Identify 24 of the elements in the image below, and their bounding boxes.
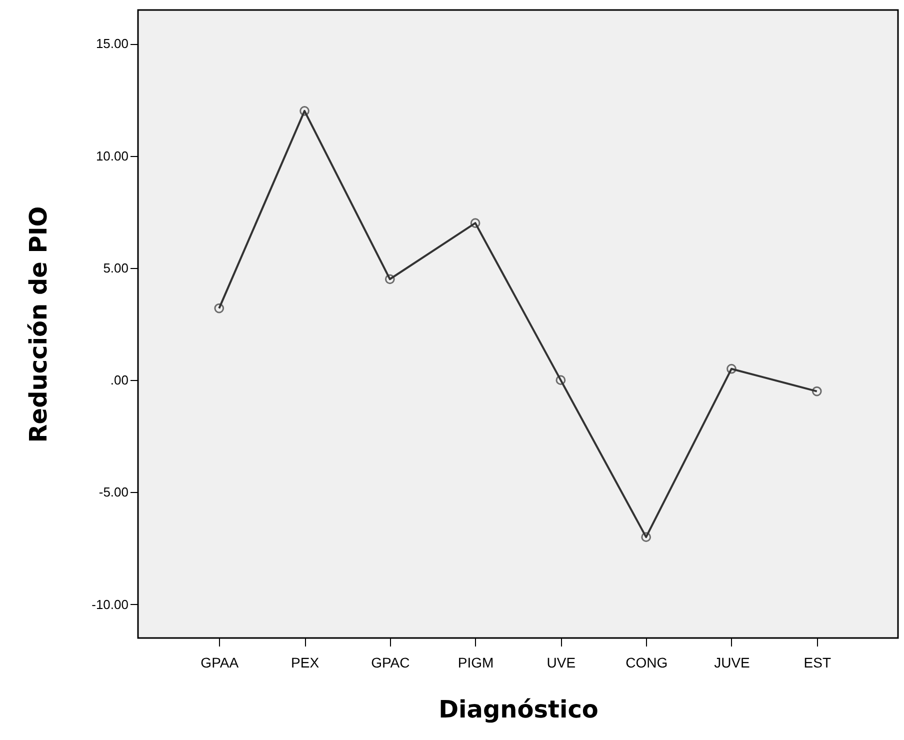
point: [726, 364, 736, 374]
y-tick-label: 5.00: [103, 260, 128, 276]
point: [384, 274, 395, 284]
x-tick-label: JUVE: [714, 654, 750, 670]
point: [812, 386, 822, 396]
x-tick-label: EST: [804, 654, 832, 670]
y-tick-label: 10.00: [96, 148, 128, 164]
x-tick-label: GPAC: [371, 654, 410, 670]
x-tick-label: GPAA: [200, 654, 240, 670]
y-tick-label: -5.00: [98, 484, 128, 500]
y-tick-label: 15.00: [96, 36, 128, 52]
point: [470, 218, 480, 228]
y-tick-label: .00: [110, 372, 128, 388]
y-axis-title: Reducción de PIO: [24, 206, 53, 443]
point: [214, 303, 224, 314]
x-axis-title: Diagnóstico: [438, 696, 598, 724]
x-tick-label: UVE: [546, 654, 576, 670]
point: [556, 375, 566, 385]
x-tick-label: CONG: [626, 654, 668, 670]
x-tick-label: PIGM: [458, 654, 494, 670]
x-tick-label: PEX: [291, 654, 320, 670]
point: [641, 532, 652, 542]
y-tick-label: -10.00: [92, 596, 128, 612]
point: [300, 106, 310, 116]
